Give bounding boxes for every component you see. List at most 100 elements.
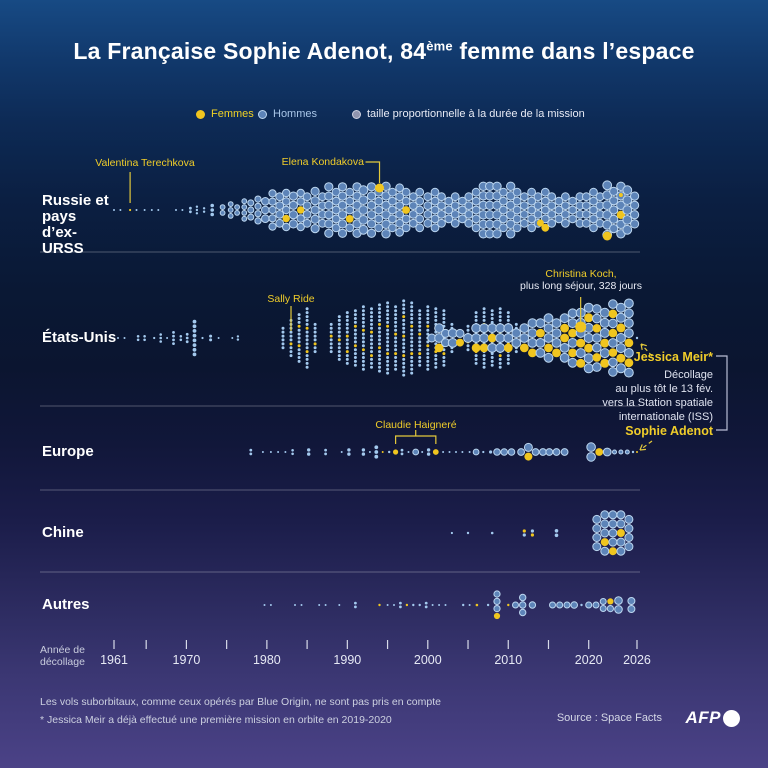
mission-dot-homme [434,323,445,334]
mission-dot-homme [361,324,365,328]
mission-dot-homme [175,209,177,211]
mission-dot-homme [442,320,446,324]
mission-dot-homme [157,209,160,211]
mission-dot-homme [499,187,508,197]
mission-dot-homme [386,309,390,313]
mission-dot-homme [581,218,591,228]
mission-dot-homme [185,332,189,336]
mission-dot-homme [430,205,440,215]
legend-size: taille proportionnelle à la durée de la … [352,108,585,120]
mission-dot-homme [394,348,398,352]
mission-dot-homme [345,354,349,358]
mission-dot-homme [386,320,390,324]
mission-dot-homme [395,218,405,228]
mission-dot-homme [361,448,366,452]
mission-dot-femme [618,193,623,197]
mission-dot-homme [370,307,373,311]
mission-dot-homme [192,333,197,338]
mission-dot-homme [592,342,602,353]
mission-dot-homme [455,451,457,453]
mission-dot-homme [527,214,536,224]
mission-dot-homme [345,338,349,342]
mission-dot-homme [338,604,341,606]
mission-dot-homme [412,448,420,456]
mission-dot-homme [209,334,213,338]
mission-dot-homme [361,344,365,348]
mission-dot-homme [353,348,357,352]
mission-dot-homme [185,336,189,340]
mission-dot-homme [600,519,610,529]
legend-femmes: Femmes [196,108,254,120]
mission-dot-homme [527,223,536,233]
mission-dot-homme [305,318,309,322]
meir-arrow [640,343,653,357]
mission-dot-homme [297,352,301,356]
mission-dot-homme [275,218,285,228]
mission-dot-femme [378,603,381,607]
mission-dot-homme [166,337,169,339]
mission-dot-homme [418,328,422,332]
mission-dot-homme [289,354,293,358]
mission-dot-homme [210,212,214,217]
mission-dot-femme [337,338,341,342]
mission-dot-femme [410,324,414,328]
mission-dot-homme [324,604,327,606]
mission-dot-femme [536,219,544,227]
mission-dot-homme [545,448,554,456]
mission-dot-homme [297,328,301,332]
mission-dot-homme [471,223,481,233]
mission-dot-homme [519,323,530,334]
mission-dot-homme [236,335,240,338]
mission-dot-homme [583,333,594,343]
mission-dot-homme [568,214,577,224]
mission-dot-femme [393,449,399,455]
mission-dot-femme [544,343,553,353]
mission-dot-femme [297,206,305,214]
hommes-dot-icon [258,109,267,119]
mission-dot-homme [498,311,502,315]
mission-dot-homme [402,318,406,322]
mission-dot-homme [561,218,570,228]
mission-dot-homme [370,365,373,369]
mission-dot-homme [143,335,146,338]
mission-dot-femme [584,343,594,353]
mission-dot-homme [370,318,373,322]
mission-dot-homme [345,346,349,350]
mission-dot-homme [580,603,583,607]
mission-dot-homme [313,346,317,350]
mission-dot-homme [402,326,406,330]
mission-dot-homme [600,528,610,538]
mission-dot-homme [415,196,425,206]
mission-dot-homme [503,323,514,334]
mission-dot-homme [189,206,192,210]
mission-dot-homme [361,359,365,363]
mission-dot-homme [426,352,430,356]
mission-dot-homme [535,318,546,329]
mission-dot-homme [609,205,619,215]
mission-dot-femme [528,348,537,358]
mission-dot-homme [426,305,430,309]
mission-dot-homme [217,337,220,339]
mission-dot-homme [378,315,381,319]
mission-dot-homme [370,311,373,315]
mission-dot-homme [490,363,494,367]
mission-dot-homme [624,533,634,542]
mission-dot-homme [297,332,301,336]
annotation-meir: Jessica Meir* [633,350,713,364]
mission-dot-homme [426,309,430,313]
mission-dot-homme [388,187,397,197]
mission-dot-homme [394,324,398,328]
mission-dot-homme [370,338,373,342]
mission-dot-homme [395,227,405,237]
mission-dot-homme [268,205,277,215]
mission-dot-homme [179,335,183,338]
mission-dot-homme [399,605,402,609]
mission-dot-homme [434,357,438,361]
mission-dot-homme [386,305,390,309]
mission-dot-homme [495,333,506,343]
axis-year-label: 2020 [574,653,603,667]
annotation-terechkova: Valentina Terechkova [95,157,195,169]
axis-title: Année de décollage [40,644,85,668]
title-text: La Française Sophie Adenot, 84 [73,38,427,64]
mission-dot-homme [400,452,404,456]
